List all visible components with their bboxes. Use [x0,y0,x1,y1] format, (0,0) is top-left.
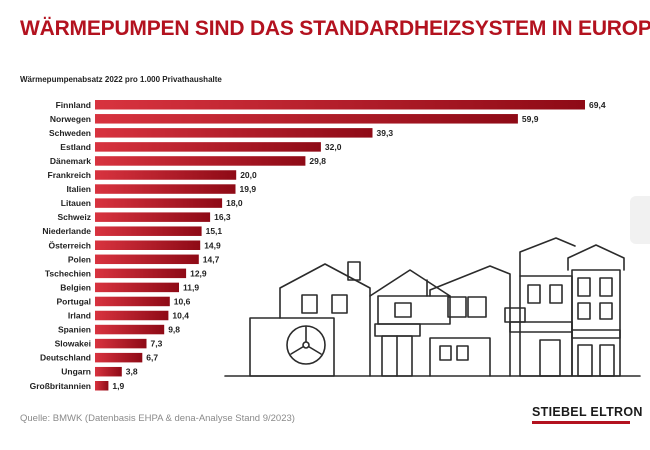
value-label: 12,9 [190,268,207,278]
bar-belgien [95,282,179,293]
category-label: Slowakei [55,339,91,349]
value-label: 29,8 [309,156,326,166]
category-label: Estland [60,142,91,152]
category-label: Tschechien [45,268,91,278]
bar-finnland [95,100,585,110]
bar-spanien [95,324,165,335]
bar-schweiz [95,212,211,222]
value-label: 59,9 [522,114,539,124]
category-label: Spanien [58,325,91,335]
value-label: 10,4 [172,311,189,321]
value-label: 3,8 [126,367,138,377]
bar-slowakei [95,338,147,349]
value-label: 32,0 [325,142,342,152]
value-label: 14,9 [204,240,221,250]
bar-schweden [95,128,373,138]
category-label: Deutschland [40,353,91,363]
category-label: Österreich [48,240,91,250]
bar-tschechien [95,268,187,279]
category-label: Irland [68,311,91,321]
bar-portugal [95,296,170,307]
value-label: 6,7 [146,353,158,363]
value-label: 69,4 [589,100,606,110]
category-label: Ungarn [61,367,91,377]
value-label: 9,8 [168,325,180,335]
bar-frankreich [95,170,237,180]
bar-österreich [95,240,201,250]
category-label: Finnland [56,100,91,110]
bar-großbritannien [95,381,109,391]
value-label: 39,3 [377,128,394,138]
value-label: 19,9 [240,184,257,194]
value-label: 11,9 [183,282,199,292]
brand-logo: STIEBEL ELTRON [532,405,643,419]
chart-title: WÄRMEPUMPEN SIND DAS STANDARDHEIZSYSTEM … [20,17,650,40]
chart-subtitle: Wärmepumpenabsatz 2022 pro 1.000 Privath… [20,75,222,84]
category-label: Großbritannien [30,381,91,391]
category-label: Belgien [60,282,91,292]
bar-deutschland [95,352,143,363]
bar-irland [95,310,169,321]
category-label: Polen [68,254,91,264]
category-label: Schweden [49,128,91,138]
source-note: Quelle: BMWK (Datenbasis EHPA & dena-Ana… [20,413,295,424]
category-label: Portugal [57,296,91,306]
bar-dänemark [95,156,306,166]
category-label: Schweiz [57,212,91,222]
value-label: 1,9 [112,381,124,391]
bar-litauen [95,198,223,208]
category-label: Niederlande [42,226,91,236]
value-label: 16,3 [214,212,231,222]
bar-niederlande [95,226,202,236]
houses-with-heat-pump-icon [224,237,641,377]
bar-estland [95,142,321,152]
value-label: 20,0 [240,170,257,180]
category-label: Norwegen [50,114,91,124]
category-label: Italien [66,184,91,194]
bar-italien [95,184,236,194]
value-label: 14,7 [203,254,220,264]
value-label: 18,0 [226,198,243,208]
category-label: Dänemark [50,156,91,166]
category-label: Frankreich [48,170,91,180]
logo-underline [532,421,630,424]
side-scroll-tab[interactable] [630,196,650,244]
category-label: Litauen [61,198,91,208]
bar-ungarn [95,366,122,377]
value-label: 10,6 [174,296,191,306]
value-label: 15,1 [206,226,223,236]
value-label: 7,3 [151,339,163,349]
bar-norwegen [95,114,518,124]
bar-polen [95,254,199,265]
